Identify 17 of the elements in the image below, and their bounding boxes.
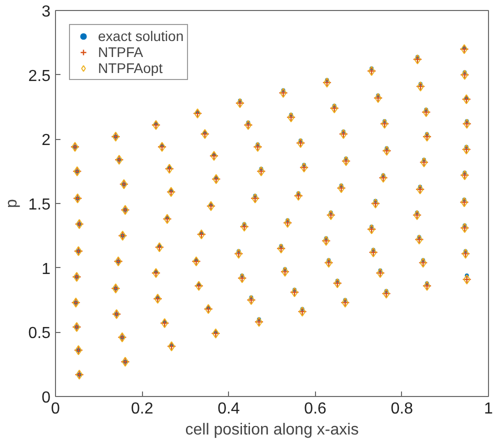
legend-label: exact solution [98,28,184,44]
x-tick-label: 0.8 [390,400,414,418]
y-tick-label: 1.5 [28,196,51,214]
legend-label: NTPFAopt [98,60,163,76]
x-tick-label: 1 [484,400,494,418]
y-tick-label: 0.5 [28,325,51,342]
y-tick-label: 3 [42,4,51,20]
x-tick-label: 0.2 [130,400,154,418]
y-axis-title: p [3,198,20,208]
y-tick-label: 0 [42,390,51,406]
legend-label: NTPFA [98,44,144,60]
x-axis-title: cell position along x-axis [185,422,359,438]
x-tick-label: 0.4 [218,400,240,418]
y-tick-label: 1 [42,260,51,278]
y-tick-label: 2.5 [28,68,51,85]
y-tick-label: 2 [42,132,51,150]
x-tick-label: 0.6 [304,400,327,418]
